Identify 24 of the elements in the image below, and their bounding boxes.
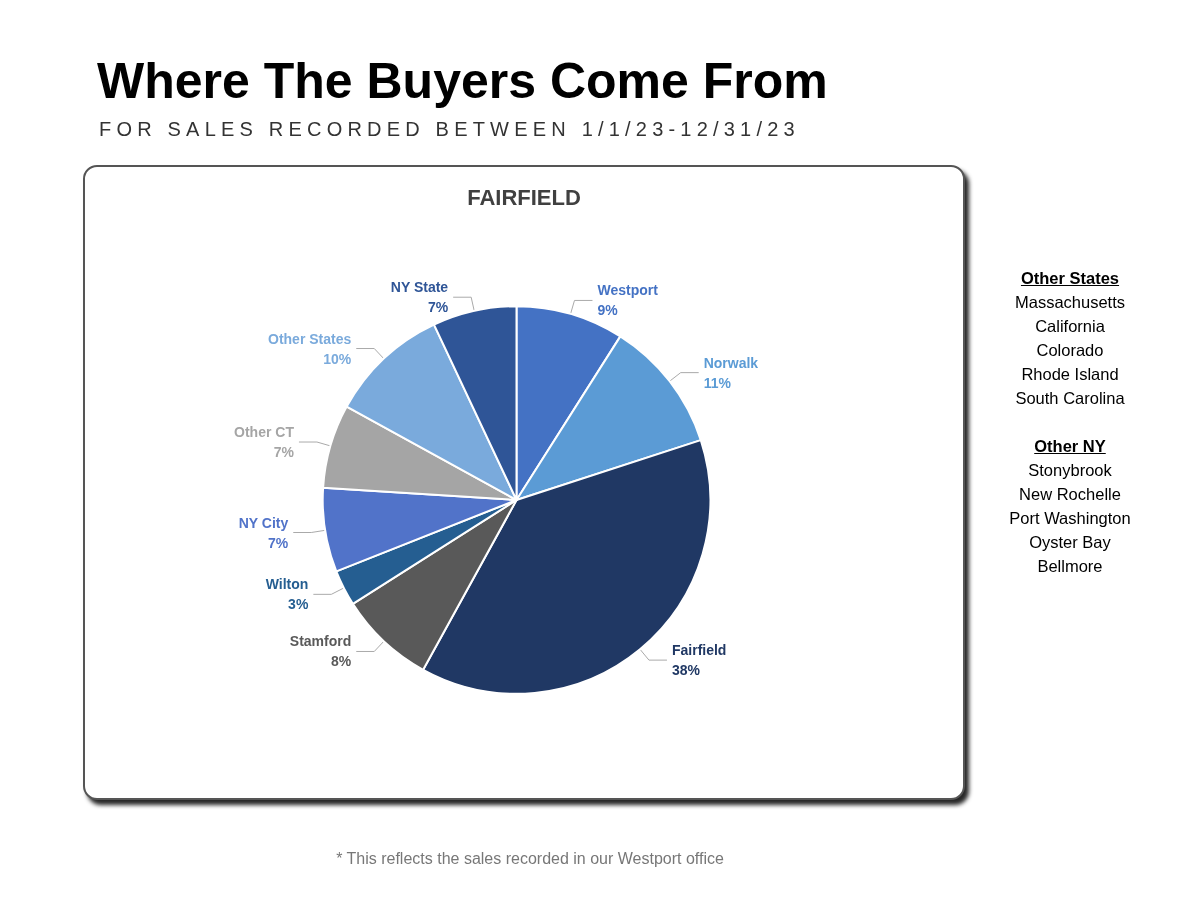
- text: Other NY Stonybrook New Rochelle Port Washington Oyster Bay Bellmore: [1008, 436, 1132, 577]
- slice-label: Westport: [597, 282, 659, 299]
- slice-label: Wilton: [265, 576, 309, 593]
- slice-label: Fairfield: [671, 642, 727, 659]
- data-label: 7%: [268, 534, 289, 551]
- slice-label: NY State: [390, 279, 449, 296]
- slice-label: Other CT: [234, 424, 295, 441]
- text: Other States Massachusetts California Colorado Rhode Island South Carolina: [1013, 268, 1126, 409]
- data-label: 11%: [703, 374, 732, 391]
- slice-label: Norwalk: [703, 354, 759, 371]
- data-label: 10%: [323, 350, 352, 367]
- data-label: 3%: [288, 596, 309, 613]
- data-label: 7%: [273, 444, 295, 461]
- text: * This reflects the sales recorded in our Westport office: [335, 850, 725, 868]
- chart-title: Where The Buyers Come From: [97, 52, 828, 110]
- data-label: 8%: [331, 653, 352, 670]
- chart-subtitle: FOR SALES RECORDED BETWEEN 1/1/23-12/31/23: [99, 118, 800, 141]
- slice-label: NY City: [238, 514, 289, 531]
- data-label: 7%: [427, 299, 449, 316]
- data-label: 9%: [597, 302, 619, 319]
- data-label: 38%: [671, 662, 701, 679]
- slice-label: Other States: [268, 330, 352, 347]
- text: FAIRFIELD: [466, 185, 582, 211]
- slice-label: Stamford: [289, 633, 352, 650]
